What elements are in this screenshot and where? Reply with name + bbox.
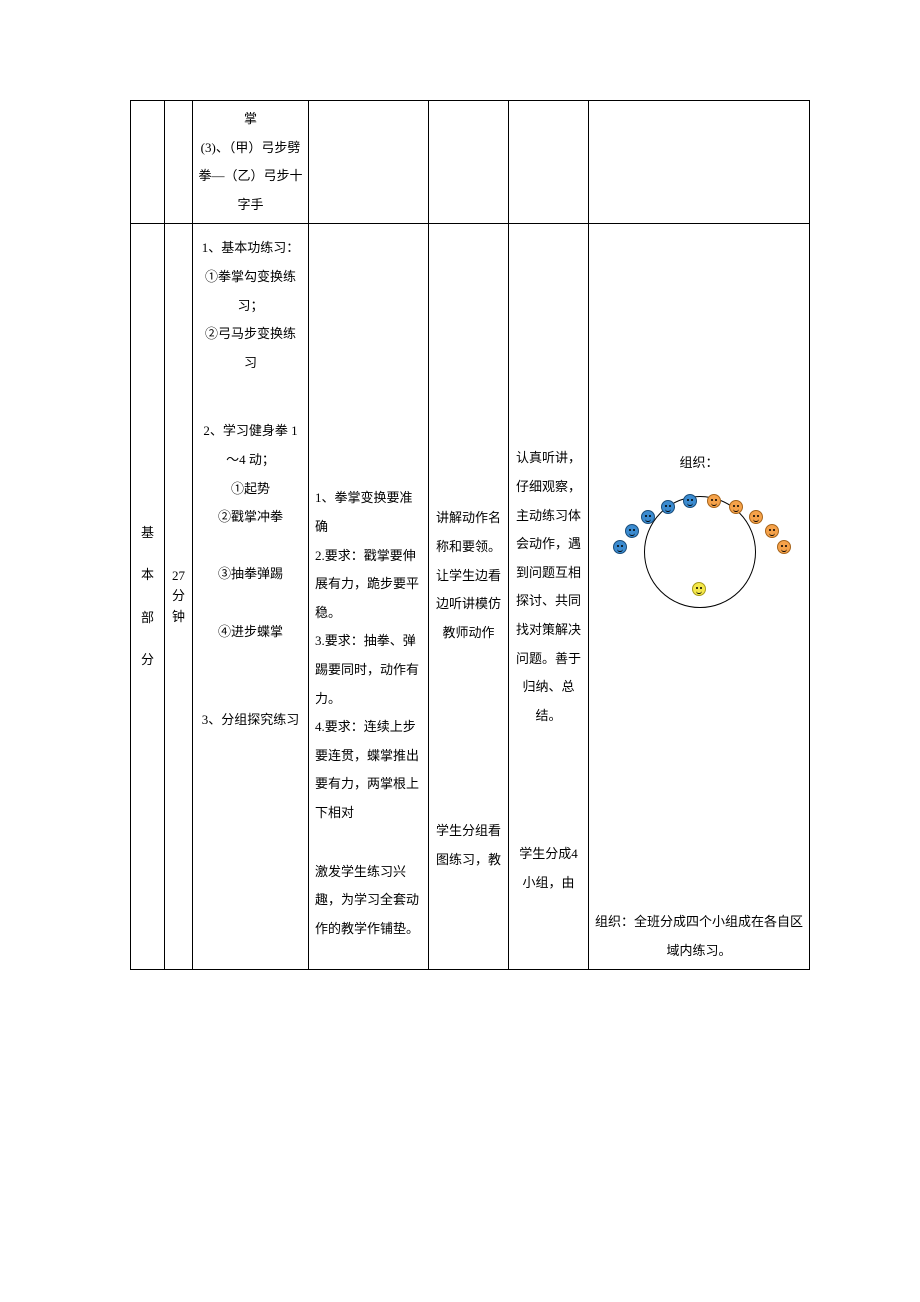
student-blue-icon xyxy=(613,540,627,554)
student-blue-icon xyxy=(641,510,655,524)
req-main: 1、拳掌变换要准确 2.要求：戳掌要伸展有力，跪步要平稳。 3.要求：抽拳、弹踢… xyxy=(313,484,424,827)
student-orange-icon xyxy=(707,494,721,508)
table-row: 基 本 部 分 27分钟 1、基本功练习： ①拳掌勾变换练 习； ②弓马步变换练… xyxy=(131,224,810,970)
student-orange-icon xyxy=(749,510,763,524)
student-cell: 认真听讲，仔细观察，主动练习体会动作，遇到问题互相探讨、共同找对策解决问题。善于… xyxy=(509,224,589,970)
student-orange-icon xyxy=(729,500,743,514)
cell-prev-content: 掌 (3)、（甲）弓步劈拳—（乙）弓步十字手 xyxy=(193,101,309,224)
student-main: 认真听讲，仔细观察，主动练习体会动作，遇到问题互相探讨、共同找对策解决问题。善于… xyxy=(513,444,584,730)
student-bottom: 学生分成4 小组，由 xyxy=(513,840,584,897)
cell-empty xyxy=(589,101,810,224)
section-label-cell: 基 本 部 分 xyxy=(131,224,165,970)
organization-cell: 组织： 组织：全班分成四个小组成在各自区域内练习。 xyxy=(589,224,810,970)
student-blue-icon xyxy=(661,500,675,514)
page: 掌 (3)、（甲）弓步劈拳—（乙）弓步十字手 基 本 部 分 27分钟 1、基本… xyxy=(0,0,920,1302)
org-label: 组织： xyxy=(593,449,805,478)
teacher-cell: 讲解动作名称和要领。让学生边看边听讲模仿教师动作 学生分组看图练习，教 xyxy=(429,224,509,970)
student-blue-icon xyxy=(625,524,639,538)
content-a: 1、基本功练习： ①拳掌勾变换练 习； ②弓马步变换练 习 xyxy=(197,234,304,377)
cell-empty xyxy=(309,101,429,224)
teacher-bottom: 学生分组看图练习，教 xyxy=(433,817,504,874)
student-orange-icon xyxy=(777,540,791,554)
cell-empty xyxy=(429,101,509,224)
teacher-icon xyxy=(692,582,706,596)
char: 基 xyxy=(135,519,160,548)
char: 本 xyxy=(135,561,160,590)
org-bottom: 组织：全班分成四个小组成在各自区域内练习。 xyxy=(593,908,805,965)
char: 分 xyxy=(135,646,160,675)
teacher-main: 讲解动作名称和要领。让学生边看边听讲模仿教师动作 xyxy=(433,504,504,647)
formation-diagram xyxy=(599,478,799,608)
cell-empty xyxy=(165,101,193,224)
cell-empty xyxy=(131,101,165,224)
content-cell: 1、基本功练习： ①拳掌勾变换练 习； ②弓马步变换练 习 2、学习健身拳 1～… xyxy=(193,224,309,970)
char: 部 xyxy=(135,604,160,633)
requirements-cell: 1、拳掌变换要准确 2.要求：戳掌要伸展有力，跪步要平稳。 3.要求：抽拳、弹踢… xyxy=(309,224,429,970)
content-b: 2、学习健身拳 1～4 动； ①起势 ②戳掌冲拳 ③抽拳弹踢 ④进步蝶掌 xyxy=(197,417,304,646)
section-label: 基 本 部 分 xyxy=(135,519,160,675)
text: 掌 (3)、（甲）弓步劈拳—（乙）弓步十字手 xyxy=(197,105,304,219)
lesson-table: 掌 (3)、（甲）弓步劈拳—（乙）弓步十字手 基 本 部 分 27分钟 1、基本… xyxy=(130,100,810,970)
cell-empty xyxy=(509,101,589,224)
table-row: 掌 (3)、（甲）弓步劈拳—（乙）弓步十字手 xyxy=(131,101,810,224)
student-blue-icon xyxy=(683,494,697,508)
time-label: 27分钟 xyxy=(169,566,188,628)
req-bottom: 激发学生练习兴趣，为学习全套动作的教学作铺垫。 xyxy=(313,858,424,944)
content-c: 3、分组探究练习 xyxy=(197,706,304,735)
time-cell: 27分钟 xyxy=(165,224,193,970)
student-orange-icon xyxy=(765,524,779,538)
